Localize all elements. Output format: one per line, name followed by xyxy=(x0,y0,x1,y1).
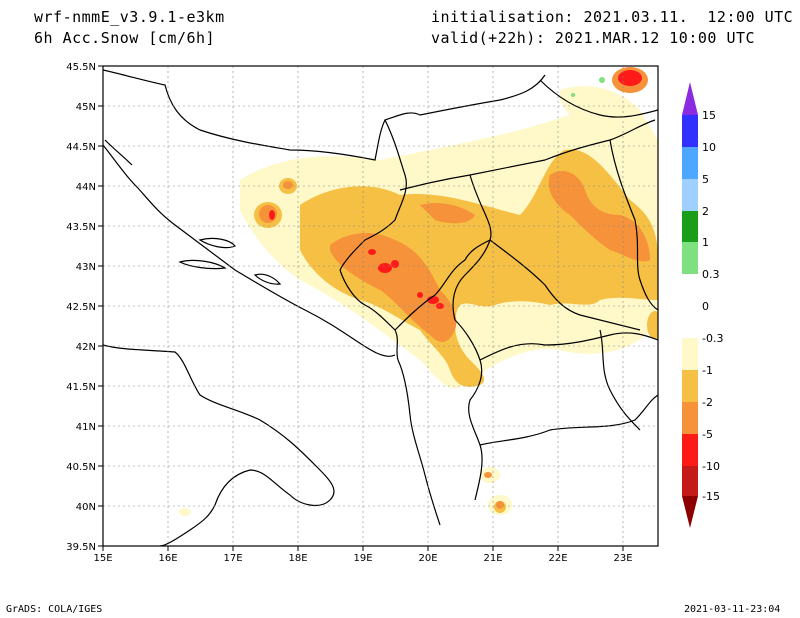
colorbar-swatch xyxy=(682,242,698,274)
axis-ticks xyxy=(98,65,624,551)
lat-label: 40.5N xyxy=(66,462,96,473)
lat-label: 44N xyxy=(76,182,96,193)
footer-credit: GrADS: COLA/IGES xyxy=(6,604,103,615)
lon-label: 18E xyxy=(288,553,307,564)
lat-label: 40N xyxy=(76,502,96,513)
colorbar-label: 2 xyxy=(702,205,709,218)
lat-label: 43.5N xyxy=(66,222,96,233)
colorbar-label: -2 xyxy=(702,396,713,409)
colorbar-swatch xyxy=(682,434,698,466)
valid-time: valid(+22h): 2021.MAR.12 10:00 UTC xyxy=(431,29,756,47)
colorbar-swatch xyxy=(682,402,698,434)
lon-label: 15E xyxy=(93,553,112,564)
colorbar-labels: 15 10 5 2 1 0.3 0 -0.3 -1 -2 -5 -10 -15 xyxy=(702,109,723,503)
colorbar xyxy=(682,82,698,528)
colorbar-label: 0.3 xyxy=(702,268,720,281)
colorbar-label: 15 xyxy=(702,109,716,122)
colorbar-bottom-arrow xyxy=(682,496,698,528)
colorbar-label: 1 xyxy=(702,236,709,249)
variable-title: 6h Acc.Snow [cm/6h] xyxy=(34,29,216,47)
colorbar-swatch xyxy=(682,306,698,338)
init-time: initialisation: 2021.03.11. 12:00 UTC xyxy=(431,8,794,26)
lat-label: 39.5N xyxy=(66,542,96,553)
lon-label: 21E xyxy=(483,553,502,564)
snow-shading xyxy=(179,67,658,516)
lon-label: 16E xyxy=(158,553,177,564)
colorbar-swatch xyxy=(682,147,698,179)
colorbar-swatch xyxy=(682,370,698,402)
map-grid xyxy=(103,66,658,546)
lat-label: 41.5N xyxy=(66,382,96,393)
colorbar-label: 0 xyxy=(702,300,709,313)
colorbar-swatch xyxy=(682,115,698,147)
lat-label: 43N xyxy=(76,262,96,273)
colorbar-label: 10 xyxy=(702,141,716,154)
colorbar-label: -5 xyxy=(702,428,713,441)
colorbar-label: -10 xyxy=(702,460,720,473)
lon-label: 20E xyxy=(418,553,437,564)
colorbar-label: -0.3 xyxy=(702,332,723,345)
lon-label: 19E xyxy=(353,553,372,564)
model-title: wrf-nmmE_v3.9.1-e3km xyxy=(34,8,225,26)
lat-label: 45.5N xyxy=(66,62,96,73)
lat-label: 42N xyxy=(76,342,96,353)
colorbar-swatch xyxy=(682,274,698,306)
footer-timestamp: 2021-03-11-23:04 xyxy=(684,604,781,615)
lon-label: 23E xyxy=(613,553,632,564)
lat-label: 41N xyxy=(76,422,96,433)
lon-labels: 15E 16E 17E 18E 19E 20E 21E 22E 23E xyxy=(93,553,632,564)
lon-label: 22E xyxy=(548,553,567,564)
colorbar-label: -15 xyxy=(702,490,720,503)
lat-label: 44.5N xyxy=(66,142,96,153)
colorbar-swatch xyxy=(682,466,698,496)
colorbar-top-arrow xyxy=(682,82,698,115)
colorbar-swatch xyxy=(682,211,698,242)
colorbar-swatch xyxy=(682,179,698,211)
lat-labels: 45.5N 45N 44.5N 44N 43.5N 43N 42.5N 42N … xyxy=(66,62,96,553)
coastlines-borders xyxy=(103,69,658,546)
colorbar-label: -1 xyxy=(702,364,713,377)
lon-label: 17E xyxy=(223,553,242,564)
colorbar-swatch xyxy=(682,338,698,370)
colorbar-label: 5 xyxy=(702,173,709,186)
lat-label: 42.5N xyxy=(66,302,96,313)
lat-label: 45N xyxy=(76,102,96,113)
